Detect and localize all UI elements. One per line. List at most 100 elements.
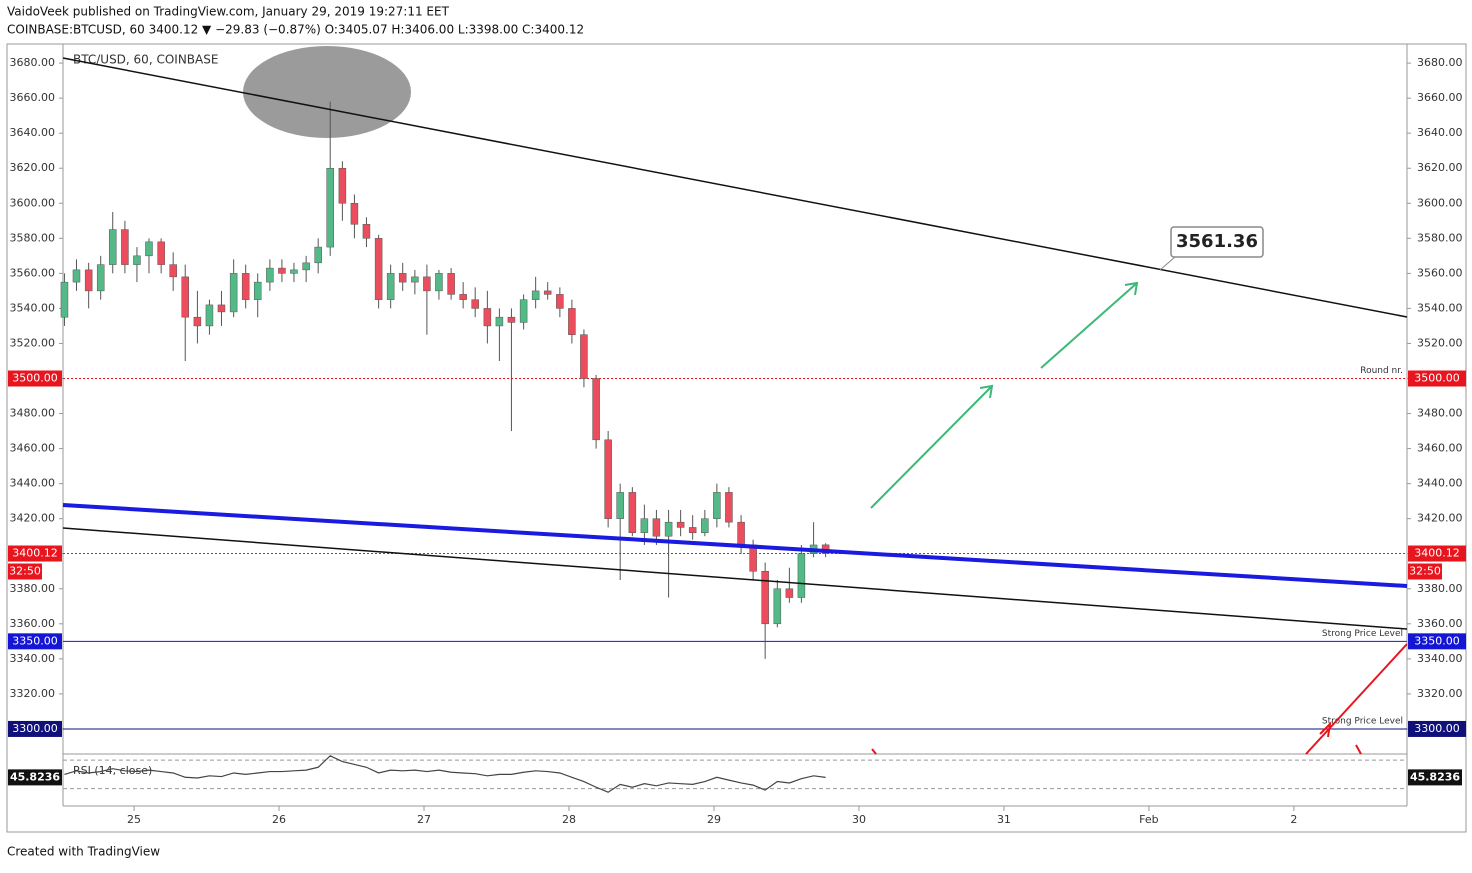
candle-body [447, 273, 455, 295]
y-tick-label: 3600.00 [1417, 196, 1463, 209]
y-tick-label: 3640.00 [1417, 126, 1463, 139]
candle-body [604, 439, 612, 519]
price-label-box [1408, 720, 1466, 737]
candle-body [169, 264, 177, 278]
y-tick-label: 3660.00 [1417, 91, 1463, 104]
candle-body [459, 294, 467, 300]
candle-body [531, 290, 540, 300]
x-tick-label: 30 [852, 813, 866, 826]
candle-body [676, 521, 685, 528]
candle-body [60, 281, 69, 318]
y-tick-label: 3360.00 [10, 617, 56, 630]
price-label: 32:50 [9, 565, 41, 578]
candle-body [556, 294, 564, 309]
y-tick-label: 3380.00 [10, 582, 56, 595]
candle-body [773, 588, 782, 625]
candle-body [145, 241, 153, 257]
candle-body [628, 492, 637, 533]
candle-body [423, 276, 431, 292]
candle-body [266, 267, 274, 283]
candle-body [302, 262, 310, 271]
candle-body [121, 229, 129, 265]
candle-body [640, 518, 649, 533]
price-label-box [1408, 370, 1466, 387]
rsi-line [64, 755, 826, 793]
price-label: 3300.00 [12, 722, 58, 735]
price-label: 3350.00 [12, 634, 58, 647]
candle-body [652, 518, 661, 537]
candle-body [785, 588, 794, 598]
y-tick-label: 3680.00 [10, 56, 56, 69]
level-note: Strong Price Level [1322, 629, 1403, 639]
y-tick-label: 3620.00 [1417, 161, 1463, 174]
y-tick-label: 3540.00 [10, 301, 56, 314]
y-tick-label: 3460.00 [10, 442, 56, 455]
trend-line [62, 527, 1408, 630]
x-tick-label: 2 [1290, 813, 1297, 826]
candle-body [507, 316, 516, 323]
candle-body [229, 273, 238, 313]
candle-body [278, 267, 286, 274]
x-tick-label: Feb [1139, 813, 1158, 826]
rsi-label-box [8, 769, 62, 786]
x-tick-label: 28 [562, 813, 576, 826]
price-label: 3500.00 [12, 371, 58, 384]
frame [6, 43, 1467, 833]
price-label: 3400.12 [12, 547, 58, 560]
y-tick-label: 3560.00 [1417, 266, 1463, 279]
candle-body [181, 276, 189, 318]
y-tick-label: 3640.00 [10, 126, 56, 139]
candle-body [664, 521, 673, 537]
candle-body [205, 304, 214, 327]
candle-body [398, 273, 407, 283]
candle-body [592, 378, 600, 441]
rsi-label: 45.8236 [1410, 770, 1460, 783]
candle-body [96, 264, 105, 292]
candle-body [411, 276, 419, 283]
candle-body [495, 316, 504, 327]
y-tick-label: 3440.00 [1417, 477, 1463, 490]
y-tick-label: 3320.00 [1417, 687, 1463, 700]
price-label-box [8, 563, 42, 580]
arrow [871, 643, 1408, 755]
y-tick-label: 3340.00 [1417, 652, 1463, 665]
price-label: 3400.12 [1414, 547, 1460, 560]
y-tick-label: 3580.00 [1417, 231, 1463, 244]
y-tick-label: 3420.00 [1417, 512, 1463, 525]
candle-body [338, 167, 347, 204]
candle-body [568, 308, 576, 335]
rsi-title: RSI (14, close) [73, 764, 152, 777]
candle-body [108, 229, 117, 265]
y-tick-label: 3380.00 [1417, 582, 1463, 595]
callout: 3561.36 [1159, 226, 1264, 271]
level-note: Round nr. [1360, 366, 1403, 376]
candle-body [374, 238, 383, 300]
highlight-ellipse [243, 46, 411, 138]
y-tick-label: 3320.00 [10, 687, 56, 700]
x-tick-label: 29 [707, 813, 721, 826]
price-label: 32:50 [1409, 565, 1441, 578]
candle-body [797, 553, 806, 598]
x-tick-label: 26 [272, 813, 286, 826]
candle-body [761, 570, 769, 625]
candle-body [133, 255, 141, 265]
footer: Created with TradingView [7, 845, 160, 859]
candle-body [84, 269, 93, 292]
x-tick-label: 25 [127, 813, 141, 826]
candle-body [725, 492, 733, 523]
price-label-box [8, 633, 62, 650]
y-tick-label: 3580.00 [10, 231, 56, 244]
y-tick-label: 3540.00 [1417, 301, 1463, 314]
price-label: 3500.00 [1414, 371, 1460, 384]
y-tick-label: 3560.00 [10, 266, 56, 279]
candle-body [580, 334, 588, 379]
y-tick-label: 3340.00 [10, 652, 56, 665]
candle-body [737, 521, 745, 546]
candle-body [314, 246, 322, 264]
candle-body [217, 304, 226, 313]
level-note: Strong Price Level [1322, 716, 1403, 726]
candle-body [290, 269, 298, 274]
trend-line [62, 57, 1408, 318]
rsi-label: 45.8236 [10, 770, 60, 783]
